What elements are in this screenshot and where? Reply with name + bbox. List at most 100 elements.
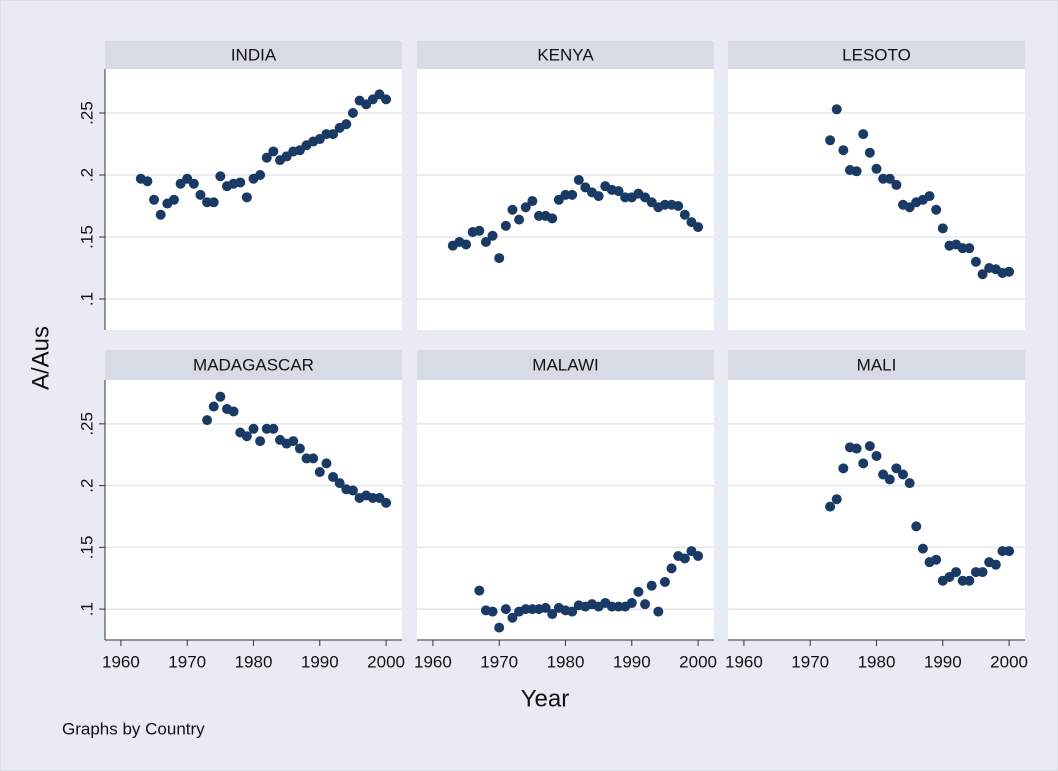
- point: [547, 213, 558, 224]
- point: [864, 147, 875, 158]
- y-tick-label: .2: [77, 479, 96, 493]
- x-tick-label: 1960: [725, 652, 763, 671]
- x-tick-label: 1970: [168, 652, 206, 671]
- point: [659, 576, 670, 587]
- panel-header: [728, 350, 1025, 380]
- point: [666, 563, 677, 574]
- point: [831, 494, 842, 505]
- point: [884, 474, 895, 485]
- point: [487, 606, 498, 617]
- point: [347, 108, 358, 119]
- point: [308, 453, 319, 464]
- point: [633, 586, 644, 597]
- point: [951, 567, 962, 578]
- point: [520, 202, 531, 213]
- point: [937, 223, 948, 234]
- panel-title: MALAWI: [532, 355, 598, 374]
- x-tick-label: 2000: [679, 652, 717, 671]
- point: [255, 436, 266, 447]
- note: Graphs by Country: [62, 719, 205, 738]
- panel-header: [728, 41, 1025, 69]
- point: [917, 543, 928, 554]
- point: [1004, 266, 1015, 277]
- plot-area: [728, 380, 1025, 640]
- point: [871, 163, 882, 174]
- point: [693, 222, 704, 233]
- point: [567, 606, 578, 617]
- point: [838, 463, 849, 474]
- y-axis-label: A/Aus: [27, 326, 54, 390]
- plot-area: [728, 69, 1025, 330]
- point: [547, 609, 558, 620]
- point: [228, 406, 239, 417]
- point: [871, 450, 882, 461]
- point: [149, 194, 160, 205]
- point: [693, 551, 704, 562]
- point: [268, 423, 279, 434]
- point: [831, 104, 842, 115]
- x-tick-label: 2000: [367, 652, 405, 671]
- panel-title: KENYA: [537, 45, 594, 64]
- point: [851, 166, 862, 177]
- point: [142, 176, 153, 187]
- point: [294, 443, 305, 454]
- point: [215, 171, 226, 182]
- point: [898, 469, 909, 480]
- x-tick-label: 1960: [102, 652, 140, 671]
- x-tick-label: 1970: [791, 652, 829, 671]
- point: [593, 191, 604, 202]
- point: [235, 177, 246, 188]
- x-tick-label: 1980: [858, 652, 896, 671]
- y-tick-label: .25: [77, 412, 96, 436]
- x-tick-label: 1970: [480, 652, 518, 671]
- point: [884, 173, 895, 184]
- panel-header: [417, 41, 714, 69]
- point: [891, 179, 902, 190]
- x-tick-label: 1990: [613, 652, 651, 671]
- panel-title: INDIA: [231, 45, 277, 64]
- point: [924, 191, 935, 202]
- x-tick-label: 1980: [235, 652, 273, 671]
- point: [626, 597, 637, 608]
- point: [500, 604, 511, 615]
- point: [653, 606, 664, 617]
- y-tick-label: .1: [77, 602, 96, 616]
- panel-header: [105, 350, 402, 380]
- point: [970, 256, 981, 267]
- point: [381, 497, 392, 508]
- point: [507, 204, 518, 215]
- x-tick-label: 1980: [547, 652, 585, 671]
- point: [341, 119, 352, 130]
- y-tick-label: .25: [77, 101, 96, 125]
- point: [851, 443, 862, 454]
- point: [268, 146, 279, 157]
- point: [640, 599, 651, 610]
- point: [1004, 546, 1015, 557]
- point: [964, 575, 975, 586]
- point: [241, 192, 252, 203]
- point: [168, 194, 179, 205]
- point: [487, 230, 498, 241]
- y-tick-label: .1: [77, 292, 96, 306]
- point: [208, 197, 219, 208]
- y-tick-label: .2: [77, 168, 96, 182]
- point: [195, 189, 206, 200]
- point: [858, 458, 869, 469]
- x-tick-label: 1990: [924, 652, 962, 671]
- point: [334, 478, 345, 489]
- y-tick-label: .15: [77, 225, 96, 249]
- panel-header: [105, 41, 402, 69]
- panel-header: [417, 350, 714, 380]
- point: [474, 585, 485, 596]
- point: [540, 602, 551, 613]
- point: [646, 580, 657, 591]
- point: [507, 612, 518, 623]
- point: [679, 553, 690, 564]
- point: [825, 501, 836, 512]
- point: [215, 391, 226, 402]
- point: [567, 189, 578, 200]
- point: [514, 214, 525, 225]
- point: [480, 236, 491, 247]
- point: [527, 196, 538, 207]
- point: [381, 94, 392, 105]
